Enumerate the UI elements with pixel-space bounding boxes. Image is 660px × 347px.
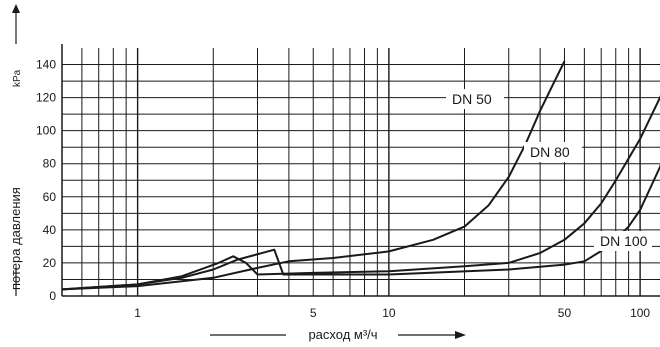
y-tick-label: 140 bbox=[36, 58, 56, 72]
y-axis-unit: kPa bbox=[12, 69, 23, 87]
x-tick-label: 10 bbox=[382, 306, 396, 320]
chart-axes: 0 20 40 60 80 100 120 140 1 5 10 50 100 bbox=[36, 44, 660, 320]
series-line-dn-100 bbox=[62, 163, 660, 291]
x-axis-arrow-head bbox=[455, 331, 466, 339]
y-tick-label: 100 bbox=[36, 124, 56, 138]
y-tick-label: 80 bbox=[43, 157, 57, 171]
y-axis-arrow-head bbox=[12, 4, 20, 13]
series-label-bg bbox=[594, 231, 652, 251]
chart-labels-group: потера давления kPa расход м³/ч DN 50 DN 80 D… bbox=[8, 4, 652, 342]
series-label-dn-50: DN 50 bbox=[452, 91, 492, 107]
series-label-bg bbox=[446, 89, 504, 109]
x-tick-label: 5 bbox=[310, 306, 317, 320]
series-label-bg bbox=[524, 142, 582, 162]
chart-series-group bbox=[62, 60, 660, 291]
series-line-dn-80 bbox=[62, 95, 660, 291]
y-tick-label: 120 bbox=[36, 91, 56, 105]
y-axis-label: потера давления bbox=[8, 187, 23, 290]
y-tick-label: 0 bbox=[49, 289, 56, 303]
y-tick-label: 40 bbox=[43, 223, 57, 237]
x-tick-label: 50 bbox=[558, 306, 572, 320]
chart-grid bbox=[61, 48, 660, 296]
x-tick-label: 100 bbox=[630, 306, 650, 320]
series-label-dn-80: DN 80 bbox=[530, 144, 570, 160]
series-label-dn-100: DN 100 bbox=[600, 233, 648, 249]
x-tick-label: 1 bbox=[134, 306, 141, 320]
x-axis-label: расход м³/ч bbox=[308, 327, 377, 342]
y-tick-label: 20 bbox=[43, 256, 57, 270]
series-line-dn-50 bbox=[62, 60, 566, 291]
y-tick-label: 60 bbox=[43, 190, 57, 204]
